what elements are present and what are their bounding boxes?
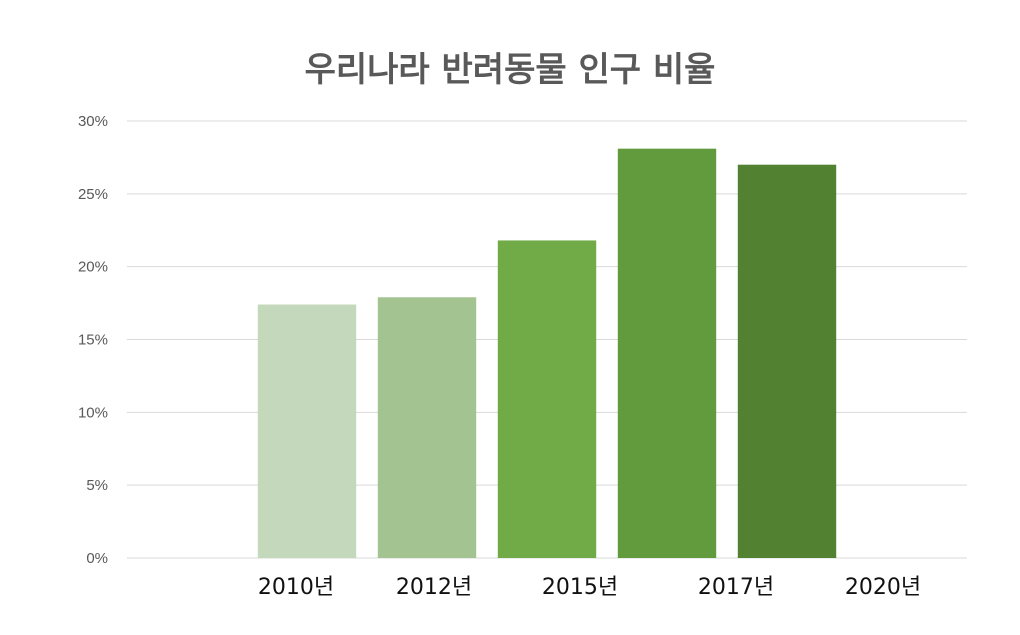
y-tick-label: 0% xyxy=(86,550,108,567)
chart-title: 우리나라 반려동물 인구 비율 xyxy=(304,50,716,90)
y-tick-label: 30% xyxy=(78,113,108,130)
x-tick-label: 2012년 xyxy=(396,575,472,600)
y-tick-label: 20% xyxy=(78,259,108,276)
y-tick-label: 5% xyxy=(86,477,108,494)
bar xyxy=(737,164,837,558)
y-tick-label: 25% xyxy=(78,186,108,203)
x-tick-label: 2015년 xyxy=(542,575,618,600)
x-tick-label: 2020년 xyxy=(845,575,921,600)
bar xyxy=(497,240,597,559)
bar xyxy=(617,148,717,558)
bar xyxy=(377,297,477,558)
x-axis-ticks: 2010년 2012년 2015년 2017년 2020년 xyxy=(258,575,921,600)
y-tick-label: 10% xyxy=(78,404,108,421)
bars xyxy=(257,148,837,559)
x-tick-label: 2017년 xyxy=(698,575,774,600)
y-axis-ticks: 0% 5% 10% 15% 20% 25% 30% xyxy=(78,113,108,567)
x-tick-label: 2010년 xyxy=(258,575,334,600)
bar xyxy=(257,304,357,558)
y-tick-label: 15% xyxy=(78,332,108,349)
